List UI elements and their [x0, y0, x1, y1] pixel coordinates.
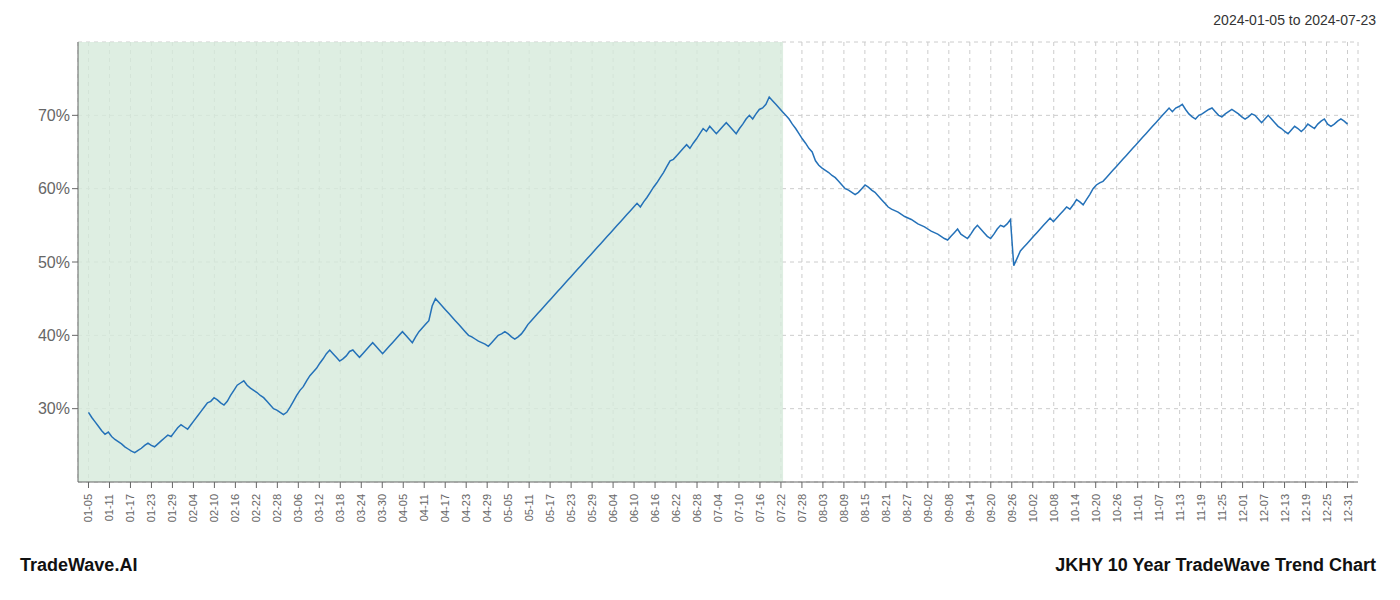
svg-text:02-22: 02-22 — [250, 494, 262, 522]
svg-text:05-05: 05-05 — [502, 494, 514, 522]
svg-text:03-12: 03-12 — [313, 494, 325, 522]
svg-text:04-17: 04-17 — [439, 494, 451, 522]
svg-text:10-02: 10-02 — [1027, 494, 1039, 522]
svg-text:01-11: 01-11 — [103, 494, 115, 521]
svg-text:03-30: 03-30 — [376, 494, 388, 522]
svg-text:08-21: 08-21 — [880, 494, 892, 522]
svg-text:07-22: 07-22 — [775, 494, 787, 522]
svg-text:02-16: 02-16 — [229, 494, 241, 522]
svg-text:07-28: 07-28 — [796, 494, 808, 522]
svg-text:09-08: 09-08 — [943, 494, 955, 522]
svg-text:05-23: 05-23 — [565, 494, 577, 522]
html-text:TradeWave.AI: TradeWave.AI — [20, 554, 138, 575]
svg-text:12-01: 12-01 — [1237, 494, 1249, 522]
svg-text:11-07: 11-07 — [1153, 494, 1165, 521]
svg-text:04-05: 04-05 — [397, 494, 409, 522]
svg-text:01-23: 01-23 — [145, 494, 157, 522]
svg-text:10-14: 10-14 — [1069, 494, 1081, 522]
svg-text:05-29: 05-29 — [586, 494, 598, 522]
svg-text:03-24: 03-24 — [355, 494, 367, 522]
svg-text:06-04: 06-04 — [607, 494, 619, 522]
svg-text:04-23: 04-23 — [460, 494, 472, 522]
svg-text:02-10: 02-10 — [208, 494, 220, 522]
svg-text:01-05: 01-05 — [82, 494, 94, 522]
svg-text:03-18: 03-18 — [334, 494, 346, 522]
svg-text:10-20: 10-20 — [1090, 494, 1102, 522]
svg-text:12-13: 12-13 — [1279, 494, 1291, 522]
svg-text:10-26: 10-26 — [1111, 494, 1123, 522]
svg-text:07-10: 07-10 — [733, 494, 745, 522]
svg-text:11-25: 11-25 — [1216, 494, 1228, 521]
svg-text:08-27: 08-27 — [901, 494, 913, 522]
svg-text:09-20: 09-20 — [985, 494, 997, 522]
svg-text:09-14: 09-14 — [964, 494, 976, 522]
svg-text:05-11: 05-11 — [523, 494, 535, 521]
svg-text:40%: 40% — [38, 327, 70, 344]
svg-text:11-01: 11-01 — [1132, 494, 1144, 521]
html-text:2024-01-05 to 2024-07-23: 2024-01-05 to 2024-07-23 — [1213, 12, 1376, 28]
svg-text:08-09: 08-09 — [838, 494, 850, 522]
svg-text:12-31: 12-31 — [1342, 494, 1354, 522]
svg-text:09-26: 09-26 — [1006, 494, 1018, 522]
svg-text:11-19: 11-19 — [1195, 494, 1207, 521]
svg-text:04-11: 04-11 — [418, 494, 430, 521]
svg-text:02-04: 02-04 — [187, 494, 199, 522]
svg-text:06-10: 06-10 — [628, 494, 640, 522]
svg-text:05-17: 05-17 — [544, 494, 556, 522]
svg-text:06-22: 06-22 — [670, 494, 682, 522]
svg-text:08-15: 08-15 — [859, 494, 871, 522]
svg-text:08-03: 08-03 — [817, 494, 829, 522]
svg-text:12-07: 12-07 — [1258, 494, 1270, 522]
svg-text:70%: 70% — [38, 107, 70, 124]
svg-text:09-02: 09-02 — [922, 494, 934, 522]
svg-text:04-29: 04-29 — [481, 494, 493, 522]
svg-text:06-28: 06-28 — [691, 494, 703, 522]
svg-text:10-08: 10-08 — [1048, 494, 1060, 522]
svg-text:11-13: 11-13 — [1174, 494, 1186, 521]
svg-text:12-19: 12-19 — [1300, 494, 1312, 522]
svg-text:01-17: 01-17 — [124, 494, 136, 522]
svg-text:30%: 30% — [38, 400, 70, 417]
svg-text:07-04: 07-04 — [712, 494, 724, 522]
svg-text:50%: 50% — [38, 254, 70, 271]
svg-text:12-25: 12-25 — [1321, 494, 1333, 522]
svg-text:60%: 60% — [38, 180, 70, 197]
html-text:JKHY 10 Year TradeWave Trend C: JKHY 10 Year TradeWave Trend Chart — [1055, 554, 1376, 575]
svg-text:06-16: 06-16 — [649, 494, 661, 522]
svg-text:01-29: 01-29 — [166, 494, 178, 522]
svg-text:03-06: 03-06 — [292, 494, 304, 522]
svg-text:07-16: 07-16 — [754, 494, 766, 522]
svg-text:02-28: 02-28 — [271, 494, 283, 522]
